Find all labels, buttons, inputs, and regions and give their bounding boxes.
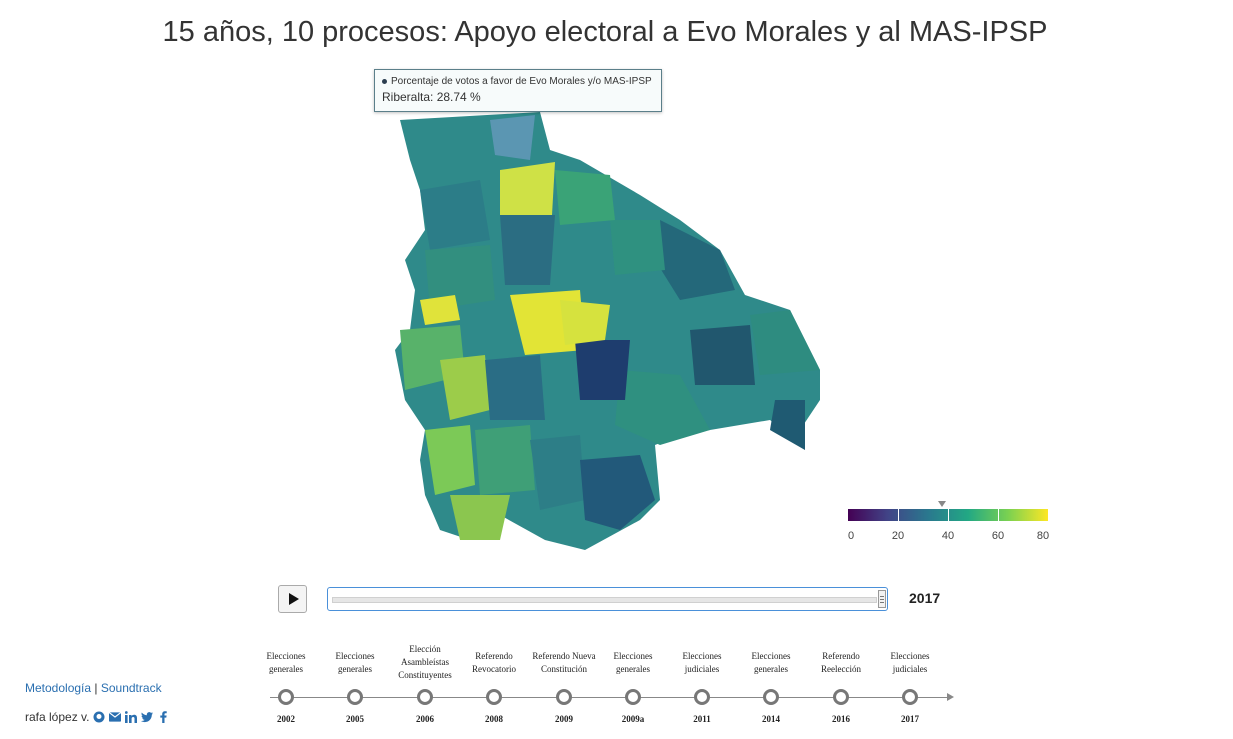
legend-label: 20 (891, 530, 905, 542)
timeline-node-icon[interactable] (902, 689, 918, 705)
timeline-node-icon[interactable] (486, 689, 502, 705)
map-region[interactable] (500, 215, 555, 285)
methodology-link[interactable]: Metodología (25, 681, 92, 695)
timeline-year: 2009 (555, 714, 573, 724)
timeline-year: 2011 (693, 714, 711, 724)
map-region[interactable] (490, 115, 535, 160)
map-region[interactable] (530, 435, 585, 510)
timeline-year: 2002 (277, 714, 295, 724)
map-region[interactable] (610, 220, 665, 275)
map-region[interactable] (770, 400, 805, 450)
map-region[interactable] (575, 340, 630, 400)
timeline-node-icon[interactable] (833, 689, 849, 705)
legend-value-marker (938, 501, 946, 507)
timeline-event[interactable]: Referendo Revocatorio 2008 (459, 640, 529, 725)
timeline-event[interactable]: Elecciones judiciales 2011 (667, 640, 737, 725)
map-region[interactable] (500, 162, 555, 215)
map-region[interactable] (440, 355, 490, 420)
tooltip-series-label: Porcentaje de votos a favor de Evo Moral… (391, 76, 652, 87)
timeline-event-label: Elecciones judiciales (890, 650, 930, 674)
timeline-event[interactable]: Elecciones generales 2005 (320, 640, 390, 725)
map-region[interactable] (420, 180, 490, 250)
timeline-event[interactable]: Referendo Nueva Constitución 2009 (529, 640, 599, 725)
legend-tick-mark (998, 509, 999, 521)
link-separator: | (94, 681, 98, 695)
map-regions (400, 115, 820, 540)
election-timeline: Elecciones generales 2002 Elecciones gen… (250, 640, 970, 735)
facebook-icon[interactable] (157, 711, 169, 723)
map-region[interactable] (555, 170, 615, 225)
timeline-event[interactable]: Elección Asambleístas Constituyentes 200… (390, 640, 460, 724)
legend-label: 60 (991, 530, 1005, 542)
timeline-event[interactable]: Elecciones judiciales 2017 (875, 640, 945, 725)
legend-tick-mark (948, 509, 949, 521)
map-region[interactable] (485, 355, 545, 420)
legend-label: 40 (941, 530, 955, 542)
linkedin-icon[interactable] (125, 711, 138, 723)
map-region[interactable] (690, 325, 755, 385)
timeline-node-icon[interactable] (625, 689, 641, 705)
map-region[interactable] (750, 310, 820, 375)
timeline-axis (270, 697, 948, 698)
timeline-year: 2009a (621, 714, 645, 724)
map-region[interactable] (420, 295, 460, 325)
soundtrack-link[interactable]: Soundtrack (100, 681, 162, 695)
map-region[interactable] (450, 495, 510, 540)
tooltip-value: Riberalta: 28.74 % (382, 90, 481, 104)
map-region[interactable] (425, 245, 495, 310)
timeline-year: 2008 (485, 714, 503, 724)
timeline-node-icon[interactable] (347, 689, 363, 705)
timeline-event-label: Elecciones judiciales (682, 650, 722, 674)
timeline-event-label: Elección Asambleístas Constituyentes (398, 644, 452, 680)
timeline-event[interactable]: Referendo Reelección 2016 (806, 640, 876, 725)
twitter-icon[interactable] (141, 711, 154, 723)
timeline-year: 2006 (416, 714, 434, 724)
timeline-event[interactable]: Elecciones generales 2014 (736, 640, 806, 725)
footer-links: Metodología | Soundtrack (25, 681, 162, 695)
series-dot-icon (382, 79, 387, 84)
bolivia-choropleth-map[interactable] (380, 100, 830, 555)
map-region[interactable] (655, 220, 735, 300)
play-icon (288, 593, 299, 605)
play-button[interactable] (278, 585, 307, 613)
map-region[interactable] (580, 455, 655, 530)
legend-label: 80 (1036, 530, 1050, 542)
timeline-event-label: Elecciones generales (266, 650, 306, 674)
timeline-node-icon[interactable] (278, 689, 294, 705)
timeline-node-icon[interactable] (417, 689, 433, 705)
page-title: 15 años, 10 procesos: Apoyo electoral a … (162, 16, 1048, 48)
author-name: rafa lópez v. (25, 710, 90, 724)
timeline-arrow-icon (947, 693, 954, 701)
legend-label: 0 (847, 530, 855, 542)
timeline-year: 2005 (346, 714, 364, 724)
map-region[interactable] (615, 370, 710, 445)
slider-track (332, 597, 877, 603)
timeline-event-label: Elecciones generales (335, 650, 375, 674)
timeline-event-label: Elecciones generales (613, 650, 653, 674)
timeline-year: 2017 (901, 714, 919, 724)
timeline-event[interactable]: Elecciones generales 2002 (251, 640, 321, 725)
mail-icon[interactable] (109, 711, 122, 723)
timeline-node-icon[interactable] (763, 689, 779, 705)
map-region[interactable] (425, 425, 475, 495)
author-credit: rafa lópez v. (25, 710, 169, 724)
timeline-node-icon[interactable] (556, 689, 572, 705)
slider-handle[interactable] (878, 590, 886, 608)
map-region[interactable] (475, 425, 535, 495)
timeline-year: 2014 (762, 714, 780, 724)
timeline-event[interactable]: Elecciones generales 2009a (598, 640, 668, 725)
github-icon[interactable] (93, 711, 105, 723)
timeline-event-label: Referendo Nueva Constitución (532, 650, 596, 674)
timeline-event-label: Referendo Reelección (821, 650, 861, 674)
timeline-event-label: Elecciones generales (751, 650, 791, 674)
timeline-year: 2016 (832, 714, 850, 724)
legend-tick-mark (898, 509, 899, 521)
timeline-event-label: Referendo Revocatorio (472, 650, 516, 674)
map-tooltip: Porcentaje de votos a favor de Evo Moral… (374, 69, 662, 112)
map-region[interactable] (560, 300, 610, 345)
timeline-node-icon[interactable] (694, 689, 710, 705)
current-year-label: 2017 (909, 590, 941, 606)
year-slider[interactable] (327, 587, 888, 611)
